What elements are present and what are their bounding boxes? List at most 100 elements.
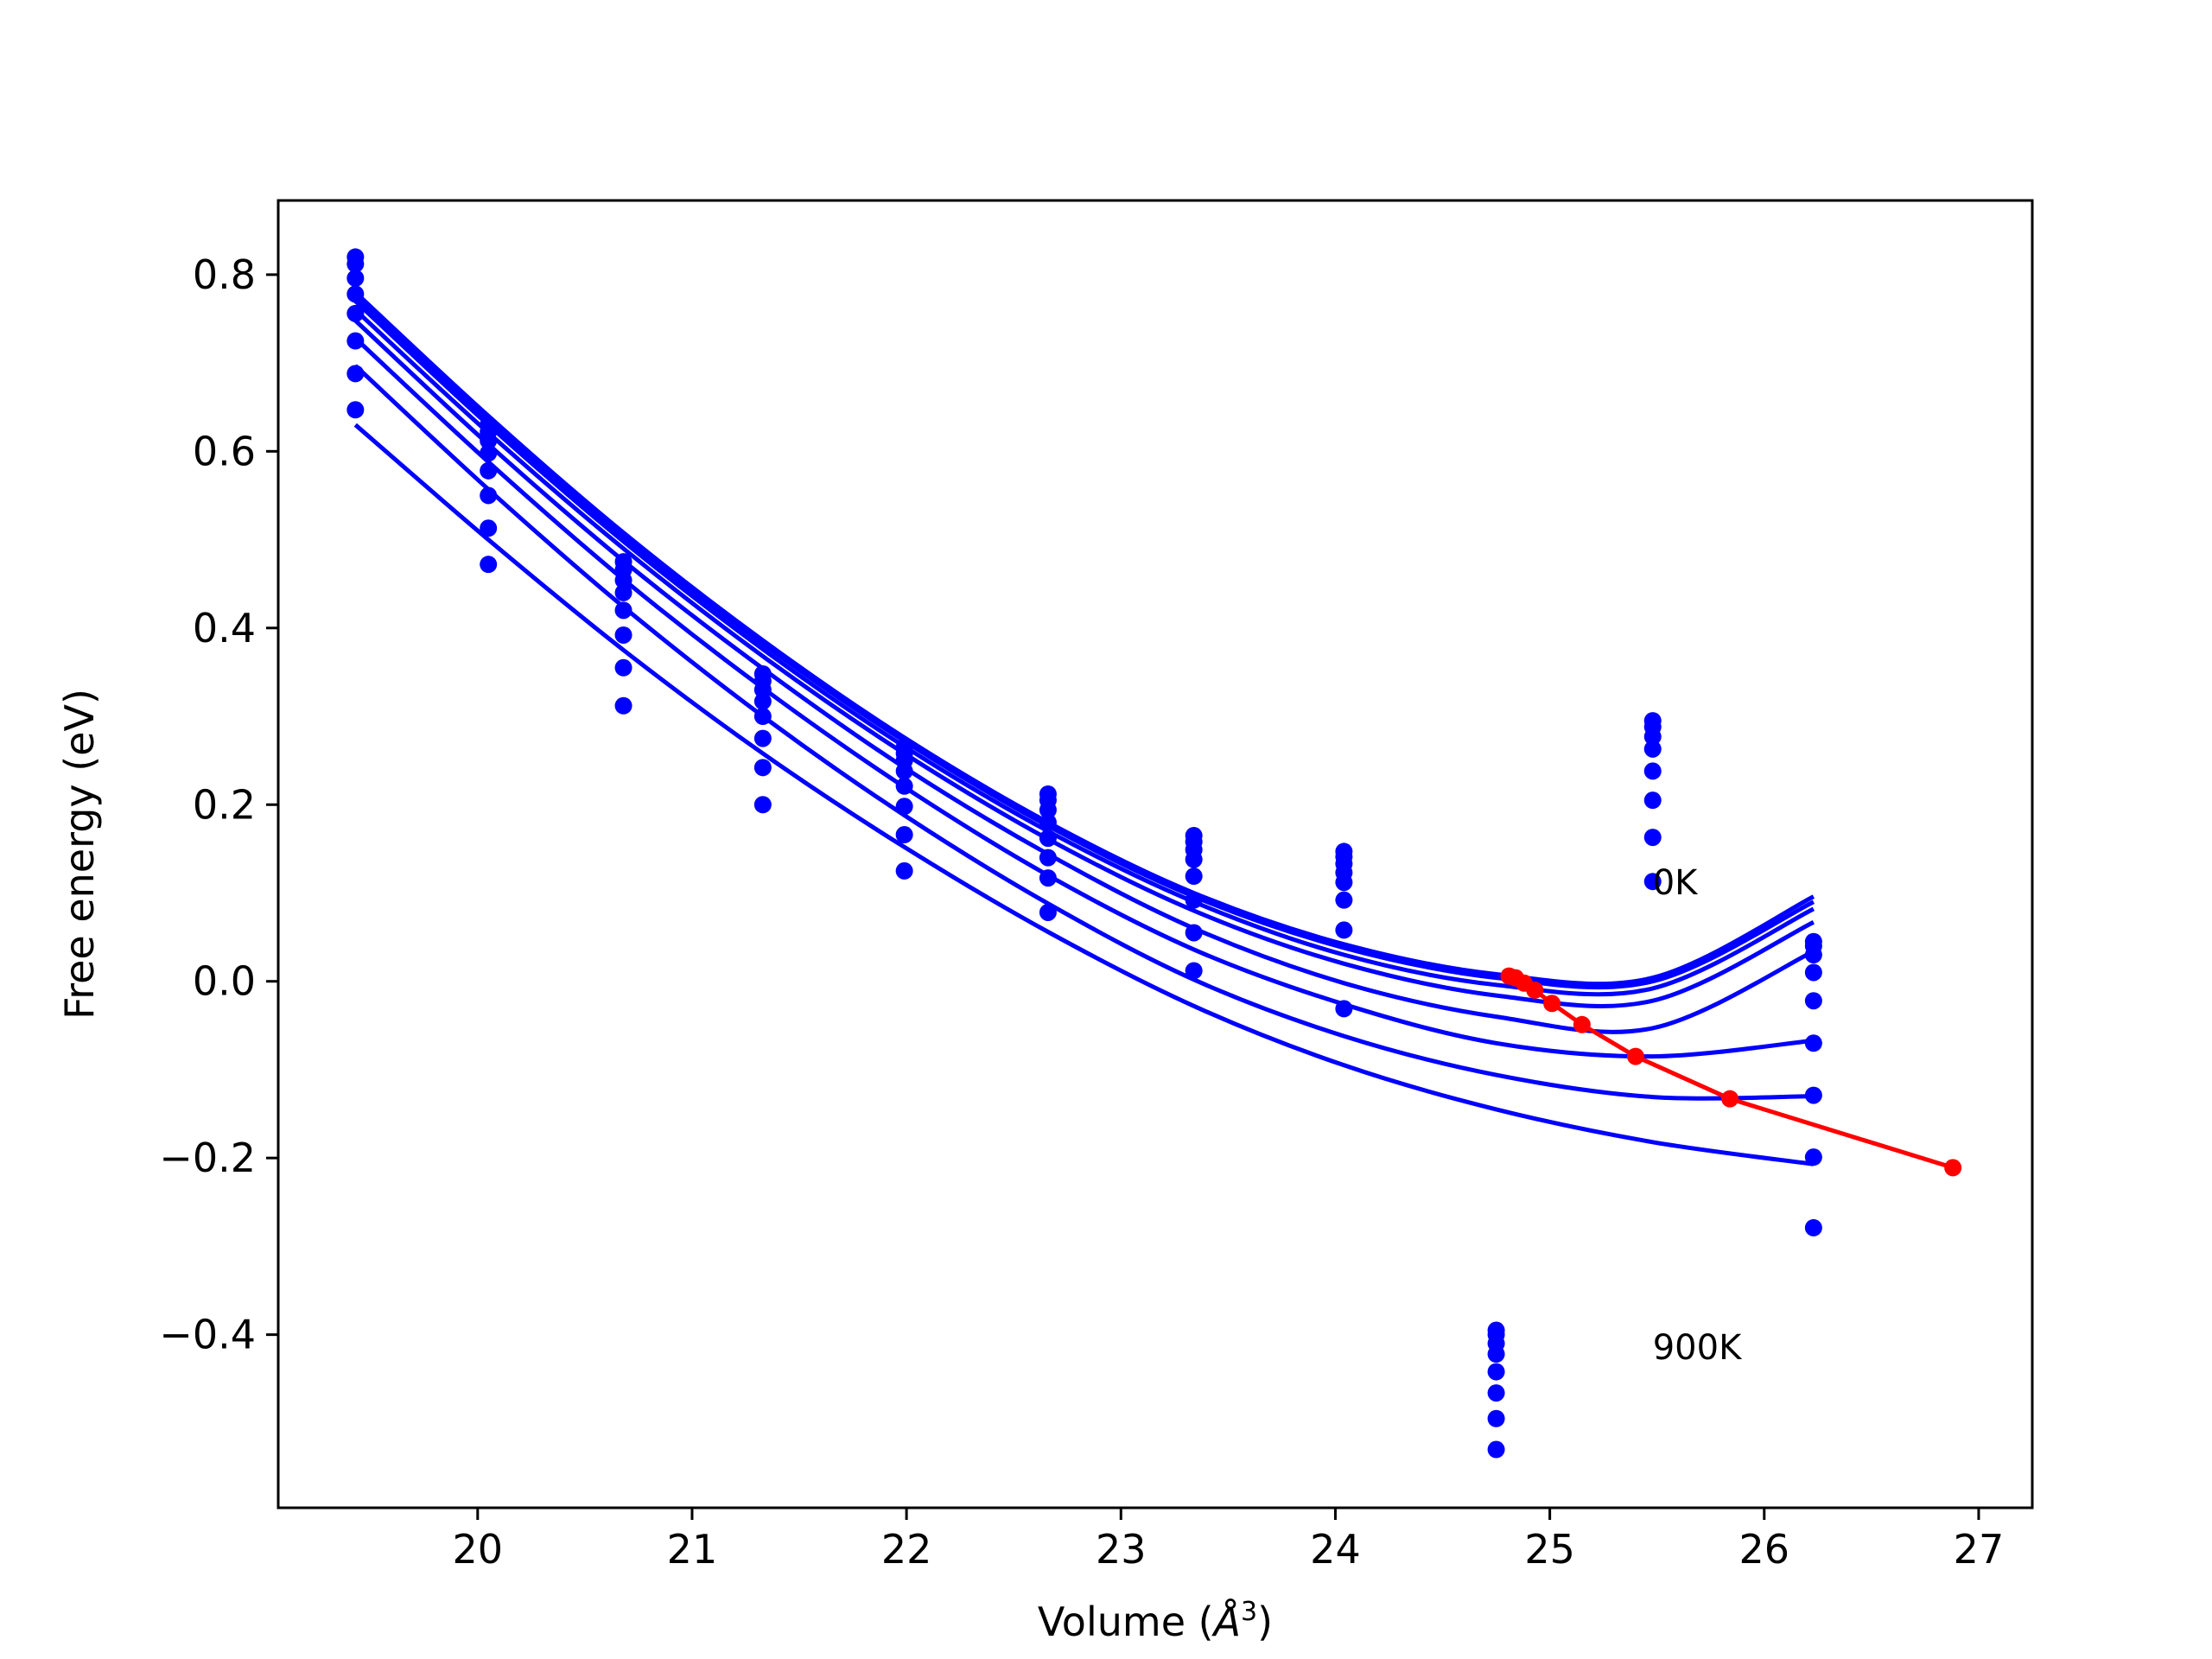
data-point-4-5 bbox=[895, 798, 913, 816]
data-point-4-7 bbox=[895, 861, 913, 880]
fit-curve-2 bbox=[353, 299, 1815, 997]
data-points bbox=[346, 248, 1822, 1459]
fit-curve-3 bbox=[353, 308, 1815, 1008]
fit-curve-5 bbox=[353, 336, 1815, 1059]
data-point-9-3 bbox=[1643, 740, 1662, 758]
x-tick-label: 26 bbox=[1739, 1526, 1790, 1573]
annotation-1: 900K bbox=[1653, 1328, 1743, 1368]
data-point-10-2 bbox=[1804, 946, 1822, 964]
data-point-2-7 bbox=[614, 696, 632, 715]
y-tick-label: 0.4 bbox=[193, 605, 256, 652]
data-point-9-2 bbox=[1643, 728, 1662, 746]
data-point-6-6 bbox=[1185, 924, 1203, 942]
data-point-5-7 bbox=[1039, 903, 1057, 921]
minima-point-4 bbox=[1543, 995, 1561, 1013]
y-tick-label: 0.6 bbox=[193, 428, 256, 474]
data-point-1-4 bbox=[480, 461, 498, 480]
minima-point-6 bbox=[1626, 1047, 1644, 1065]
y-axis-ticks: −0.4 −0.2 0.0 0.2 0.4 0.6 0.8 bbox=[159, 251, 278, 1358]
data-point-8-3 bbox=[1487, 1345, 1505, 1363]
data-point-0-5 bbox=[346, 332, 365, 350]
fit-curve-1 bbox=[353, 294, 1815, 990]
data-point-7-4 bbox=[1335, 874, 1353, 892]
y-tick-label: 0.8 bbox=[193, 251, 256, 298]
data-point-2-5 bbox=[614, 626, 632, 644]
data-point-10-4 bbox=[1804, 992, 1822, 1010]
data-point-1-5 bbox=[480, 486, 498, 505]
minima-point-3 bbox=[1526, 981, 1544, 999]
minima-point-5 bbox=[1573, 1015, 1591, 1033]
data-point-4-4 bbox=[895, 777, 913, 795]
y-axis-label: Free energy (eV) bbox=[56, 689, 103, 1020]
minima-series bbox=[1500, 967, 1962, 1177]
data-point-2-6 bbox=[614, 658, 632, 677]
x-tick-label: 27 bbox=[1954, 1526, 2005, 1573]
data-point-1-2 bbox=[480, 432, 498, 450]
data-point-0-7 bbox=[346, 401, 365, 419]
x-tick-label: 25 bbox=[1524, 1526, 1575, 1573]
data-point-0-1 bbox=[346, 255, 365, 273]
data-point-9-6 bbox=[1643, 829, 1662, 847]
data-point-9-7 bbox=[1643, 873, 1662, 891]
y-tick-label: 0.2 bbox=[193, 781, 256, 828]
data-point-8-6 bbox=[1487, 1409, 1505, 1427]
data-point-7-7 bbox=[1335, 1000, 1353, 1018]
plot-frame bbox=[276, 199, 2034, 1510]
data-point-5-2 bbox=[1039, 801, 1057, 819]
fit-curve-0 bbox=[353, 290, 1815, 987]
data-point-8-5 bbox=[1487, 1384, 1505, 1402]
data-point-8-7 bbox=[1487, 1440, 1505, 1459]
data-point-10-5 bbox=[1804, 1034, 1822, 1052]
data-point-4-3 bbox=[895, 762, 913, 780]
data-point-5-5 bbox=[1039, 849, 1057, 867]
data-point-2-3 bbox=[614, 583, 632, 601]
data-point-3-3 bbox=[753, 692, 772, 710]
data-point-3-7 bbox=[753, 796, 772, 814]
data-point-1-3 bbox=[480, 444, 498, 462]
data-point-9-4 bbox=[1643, 762, 1662, 780]
minima-point-8 bbox=[1944, 1159, 1962, 1177]
minima-point-7 bbox=[1721, 1090, 1739, 1108]
fit-curve-7 bbox=[353, 423, 1815, 1166]
data-point-10-6 bbox=[1804, 1086, 1822, 1104]
data-point-7-5 bbox=[1335, 891, 1353, 909]
data-point-1-6 bbox=[480, 519, 498, 537]
y-tick-label: −0.2 bbox=[159, 1135, 256, 1181]
data-point-6-4 bbox=[1185, 868, 1203, 886]
data-point-5-4 bbox=[1039, 830, 1057, 848]
data-point-2-4 bbox=[614, 601, 632, 620]
x-tick-label: 21 bbox=[667, 1526, 718, 1573]
x-tick-label: 24 bbox=[1310, 1526, 1361, 1573]
x-tick-label: 22 bbox=[881, 1526, 932, 1573]
data-point-6-5 bbox=[1185, 891, 1203, 909]
data-point-7-6 bbox=[1335, 921, 1353, 939]
x-axis-label: Volume (Å3) bbox=[1038, 1597, 1273, 1645]
data-point-4-6 bbox=[895, 826, 913, 844]
data-point-3-4 bbox=[753, 708, 772, 726]
data-point-9-5 bbox=[1643, 791, 1662, 810]
annotation-0: 0K bbox=[1653, 863, 1699, 903]
y-tick-label: 0.0 bbox=[193, 958, 256, 1005]
data-point-10-7 bbox=[1804, 1148, 1822, 1166]
data-point-2-2 bbox=[614, 571, 632, 589]
data-point-0-3 bbox=[346, 285, 365, 303]
data-point-8-4 bbox=[1487, 1363, 1505, 1381]
x-axis-ticks: 20 21 22 23 24 25 26 27 bbox=[453, 1508, 2005, 1573]
data-point-3-5 bbox=[753, 729, 772, 747]
data-point-1-7 bbox=[480, 556, 498, 574]
annotations: 0K 900K bbox=[1653, 863, 1743, 1368]
data-point-6-3 bbox=[1185, 850, 1203, 868]
x-tick-label: 20 bbox=[453, 1526, 504, 1573]
data-point-0-2 bbox=[346, 269, 365, 287]
data-point-5-6 bbox=[1039, 869, 1057, 887]
data-point-5-3 bbox=[1039, 813, 1057, 831]
y-tick-label: −0.4 bbox=[159, 1312, 256, 1358]
x-tick-label: 23 bbox=[1096, 1526, 1147, 1573]
data-point-0-6 bbox=[346, 365, 365, 383]
data-point-0-4 bbox=[346, 304, 365, 322]
data-point-6-7 bbox=[1185, 962, 1203, 980]
data-point-10-8 bbox=[1804, 1218, 1822, 1236]
fit-curve-6 bbox=[353, 364, 1814, 1101]
data-point-10-3 bbox=[1804, 963, 1822, 982]
